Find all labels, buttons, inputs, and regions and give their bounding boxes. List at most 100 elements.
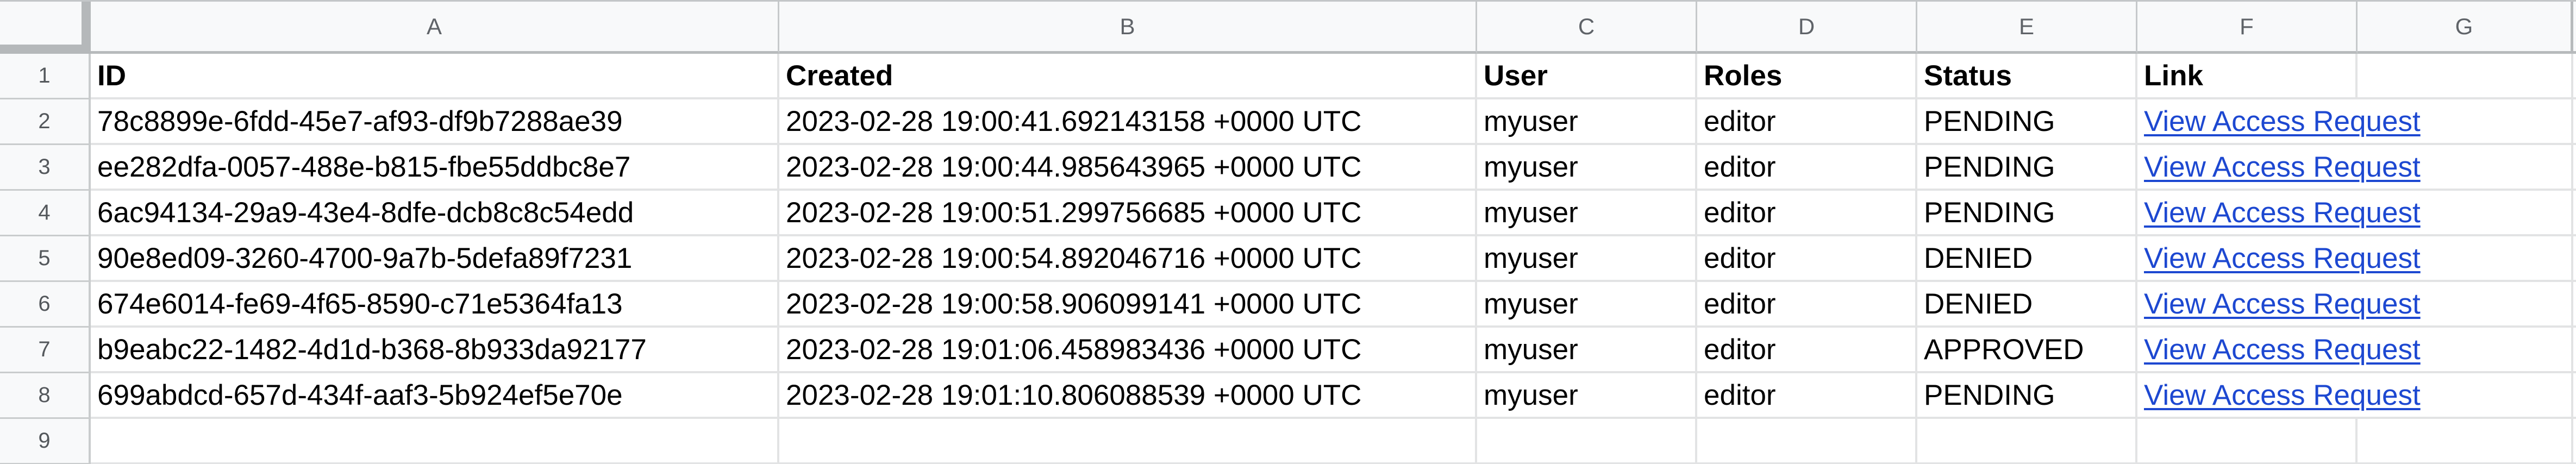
cell-C2[interactable]: myuser bbox=[1477, 99, 1697, 145]
cell-E4[interactable]: PENDING bbox=[1917, 191, 2137, 236]
column-header-a[interactable]: A bbox=[91, 2, 779, 54]
cell-E3[interactable]: PENDING bbox=[1917, 145, 2137, 191]
cell-D7[interactable]: editor bbox=[1697, 328, 1917, 373]
cell-F6[interactable]: View Access Request bbox=[2137, 282, 2421, 328]
cell-F4[interactable]: View Access Request bbox=[2137, 191, 2421, 236]
cell-F7[interactable]: View Access Request bbox=[2137, 328, 2421, 373]
partial-column bbox=[2573, 236, 2576, 282]
cell-E5[interactable]: DENIED bbox=[1917, 236, 2137, 282]
cell-A2[interactable]: 78c8899e-6fdd-45e7-af93-df9b7288ae39 bbox=[91, 99, 779, 145]
sheet-row-5: 5 90e8ed09-3260-4700-9a7b-5defa89f7231 2… bbox=[0, 236, 2576, 282]
row-header-3[interactable]: 3 bbox=[0, 145, 91, 191]
cell-G3[interactable] bbox=[2358, 145, 2573, 191]
cell-F2[interactable]: View Access Request bbox=[2137, 99, 2421, 145]
cell-G7[interactable] bbox=[2358, 328, 2573, 373]
cell-C4[interactable]: myuser bbox=[1477, 191, 1697, 236]
select-all-corner[interactable] bbox=[0, 2, 91, 54]
cell-G8[interactable] bbox=[2358, 373, 2573, 419]
cell-D5[interactable]: editor bbox=[1697, 236, 1917, 282]
row-header-9[interactable]: 9 bbox=[0, 419, 91, 464]
access-request-link[interactable]: View Access Request bbox=[2144, 379, 2421, 411]
cell-E7[interactable]: APPROVED bbox=[1917, 328, 2137, 373]
cell-B8[interactable]: 2023-02-28 19:01:10.806088539 +0000 UTC bbox=[779, 373, 1477, 419]
cell-C1[interactable]: User bbox=[1477, 54, 1697, 99]
cell-C6[interactable]: myuser bbox=[1477, 282, 1697, 328]
column-header-row: A B C D E F G bbox=[0, 0, 2576, 54]
cell-A5[interactable]: 90e8ed09-3260-4700-9a7b-5defa89f7231 bbox=[91, 236, 779, 282]
cell-B4[interactable]: 2023-02-28 19:00:51.299756685 +0000 UTC bbox=[779, 191, 1477, 236]
access-request-link[interactable]: View Access Request bbox=[2144, 333, 2421, 366]
cell-G9[interactable] bbox=[2358, 419, 2573, 464]
partial-column bbox=[2573, 419, 2576, 464]
cell-E6[interactable]: DENIED bbox=[1917, 282, 2137, 328]
access-request-link[interactable]: View Access Request bbox=[2144, 242, 2421, 274]
row-header-1[interactable]: 1 bbox=[0, 54, 91, 99]
column-header-c[interactable]: C bbox=[1477, 2, 1697, 54]
cell-E1[interactable]: Status bbox=[1917, 54, 2137, 99]
column-header-b[interactable]: B bbox=[779, 2, 1477, 54]
cell-C7[interactable]: myuser bbox=[1477, 328, 1697, 373]
cell-G2[interactable] bbox=[2358, 99, 2573, 145]
cell-B7[interactable]: 2023-02-28 19:01:06.458983436 +0000 UTC bbox=[779, 328, 1477, 373]
column-header-g[interactable]: G bbox=[2358, 2, 2573, 54]
cell-E8[interactable]: PENDING bbox=[1917, 373, 2137, 419]
access-request-link[interactable]: View Access Request bbox=[2144, 151, 2421, 183]
cell-D1[interactable]: Roles bbox=[1697, 54, 1917, 99]
cell-B5[interactable]: 2023-02-28 19:00:54.892046716 +0000 UTC bbox=[779, 236, 1477, 282]
column-header-d[interactable]: D bbox=[1697, 2, 1917, 54]
cell-D3[interactable]: editor bbox=[1697, 145, 1917, 191]
cell-G5[interactable] bbox=[2358, 236, 2573, 282]
cell-B2[interactable]: 2023-02-28 19:00:41.692143158 +0000 UTC bbox=[779, 99, 1477, 145]
cell-C3[interactable]: myuser bbox=[1477, 145, 1697, 191]
sheet-row-6: 6 674e6014-fe69-4f65-8590-c71e5364fa13 2… bbox=[0, 282, 2576, 328]
column-header-e[interactable]: E bbox=[1917, 2, 2137, 54]
cell-A8[interactable]: 699abdcd-657d-434f-aaf3-5b924ef5e70e bbox=[91, 373, 779, 419]
row-header-2[interactable]: 2 bbox=[0, 99, 91, 145]
cell-D6[interactable]: editor bbox=[1697, 282, 1917, 328]
cell-A1[interactable]: ID bbox=[91, 54, 779, 99]
sheet-row-2: 2 78c8899e-6fdd-45e7-af93-df9b7288ae39 2… bbox=[0, 99, 2576, 145]
cell-F1[interactable]: Link bbox=[2137, 54, 2358, 99]
row-header-6[interactable]: 6 bbox=[0, 282, 91, 328]
cell-G1[interactable] bbox=[2358, 54, 2573, 99]
row-header-8[interactable]: 8 bbox=[0, 373, 91, 419]
row-header-7[interactable]: 7 bbox=[0, 328, 91, 373]
cell-C9[interactable] bbox=[1477, 419, 1697, 464]
sheet-row-3: 3 ee282dfa-0057-488e-b815-fbe55ddbc8e7 2… bbox=[0, 145, 2576, 191]
cell-C5[interactable]: myuser bbox=[1477, 236, 1697, 282]
partial-column-header bbox=[2573, 2, 2576, 54]
sheet-row-9: 9 bbox=[0, 419, 2576, 464]
cell-D9[interactable] bbox=[1697, 419, 1917, 464]
row-header-4[interactable]: 4 bbox=[0, 191, 91, 236]
sheet-row-4: 4 6ac94134-29a9-43e4-8dfe-dcb8c8c54edd 2… bbox=[0, 191, 2576, 236]
cell-B9[interactable] bbox=[779, 419, 1477, 464]
cell-B6[interactable]: 2023-02-28 19:00:58.906099141 +0000 UTC bbox=[779, 282, 1477, 328]
cell-D8[interactable]: editor bbox=[1697, 373, 1917, 419]
cell-G4[interactable] bbox=[2358, 191, 2573, 236]
cell-F9[interactable] bbox=[2137, 419, 2358, 464]
cell-D2[interactable]: editor bbox=[1697, 99, 1917, 145]
access-request-link[interactable]: View Access Request bbox=[2144, 287, 2421, 320]
partial-column bbox=[2573, 373, 2576, 419]
access-request-link[interactable]: View Access Request bbox=[2144, 105, 2421, 137]
cell-A9[interactable] bbox=[91, 419, 779, 464]
cell-G6[interactable] bbox=[2358, 282, 2573, 328]
partial-column bbox=[2573, 328, 2576, 373]
cell-F3[interactable]: View Access Request bbox=[2137, 145, 2421, 191]
cell-F5[interactable]: View Access Request bbox=[2137, 236, 2421, 282]
row-header-5[interactable]: 5 bbox=[0, 236, 91, 282]
cell-D4[interactable]: editor bbox=[1697, 191, 1917, 236]
access-request-link[interactable]: View Access Request bbox=[2144, 196, 2421, 229]
cell-E9[interactable] bbox=[1917, 419, 2137, 464]
column-header-f[interactable]: F bbox=[2137, 2, 2358, 54]
cell-E2[interactable]: PENDING bbox=[1917, 99, 2137, 145]
cell-A3[interactable]: ee282dfa-0057-488e-b815-fbe55ddbc8e7 bbox=[91, 145, 779, 191]
cell-C8[interactable]: myuser bbox=[1477, 373, 1697, 419]
cell-B3[interactable]: 2023-02-28 19:00:44.985643965 +0000 UTC bbox=[779, 145, 1477, 191]
cell-A4[interactable]: 6ac94134-29a9-43e4-8dfe-dcb8c8c54edd bbox=[91, 191, 779, 236]
cell-A6[interactable]: 674e6014-fe69-4f65-8590-c71e5364fa13 bbox=[91, 282, 779, 328]
cell-A7[interactable]: b9eabc22-1482-4d1d-b368-8b933da92177 bbox=[91, 328, 779, 373]
cell-B1[interactable]: Created bbox=[779, 54, 1477, 99]
cell-F8[interactable]: View Access Request bbox=[2137, 373, 2421, 419]
